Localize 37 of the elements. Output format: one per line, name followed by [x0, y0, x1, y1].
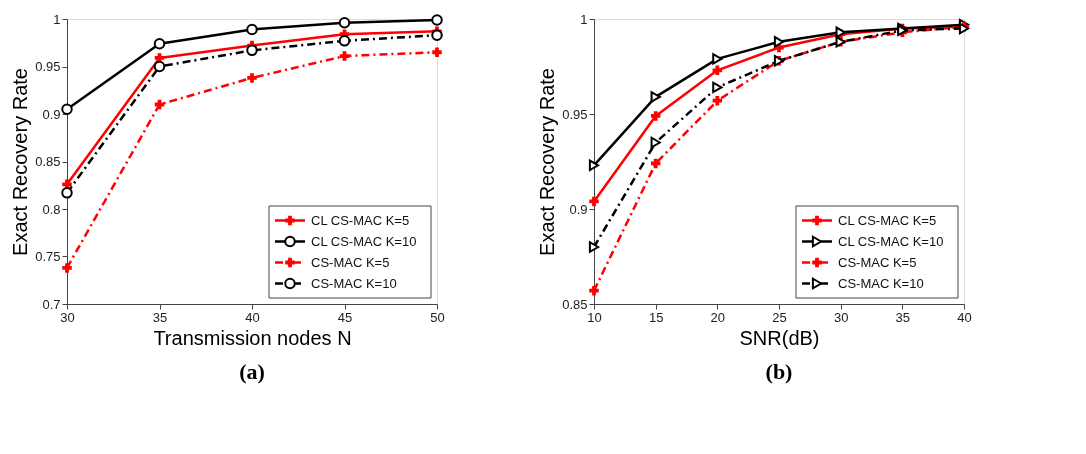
legend-label: CL CS-MAC K=5 — [311, 212, 410, 228]
y-tick-label: 0.9 — [569, 201, 588, 217]
x-tick-label: 15 — [648, 309, 664, 325]
text: (a) — [239, 359, 265, 384]
x-tick-label: 20 — [710, 309, 726, 325]
y-tick-label: 0.7 — [42, 296, 61, 312]
y-tick-label: 0.75 — [35, 249, 61, 264]
x-axis-title: Transmission nodes N — [153, 326, 352, 349]
x-tick-label: 25 — [772, 309, 787, 325]
y-tick-label: 1 — [580, 11, 588, 27]
x-tick-label: 40 — [245, 309, 260, 325]
y-tick-label: 0.95 — [562, 106, 588, 122]
x-tick-label: 50 — [430, 309, 445, 325]
x-tick-label: 30 — [60, 309, 75, 325]
x-tick-label: 10 — [587, 309, 602, 325]
legend-label: CS-MAC K=5 — [838, 254, 917, 270]
y-tick-label: 0.85 — [562, 296, 588, 312]
legend-label: CL CS-MAC K=10 — [311, 233, 417, 249]
legend-label: CS-MAC K=10 — [311, 275, 397, 291]
x-axis-title: SNR(dB) — [739, 326, 820, 349]
x-tick-label: 45 — [337, 309, 353, 325]
y-tick-label: 0.9 — [42, 106, 61, 122]
x-tick-label: 35 — [895, 309, 911, 325]
y-tick-label: 0.8 — [42, 201, 61, 217]
y-axis-title: Exact Recovery Rate — [9, 68, 32, 256]
legend-label: CS-MAC K=5 — [311, 254, 390, 270]
y-tick-label: 0.85 — [35, 154, 61, 169]
x-tick-label: 35 — [152, 309, 168, 325]
text: (b) — [765, 359, 793, 384]
legend-label: CS-MAC K=10 — [838, 275, 924, 291]
y-tick-label: 1 — [53, 11, 61, 27]
legend-label: CL CS-MAC K=10 — [838, 233, 944, 249]
legend-label: CL CS-MAC K=5 — [838, 212, 937, 228]
y-tick-label: 0.95 — [35, 59, 61, 74]
y-axis-title: Exact Recovery Rate — [536, 68, 559, 256]
x-tick-label: 40 — [957, 309, 972, 325]
x-tick-label: 30 — [833, 309, 849, 325]
